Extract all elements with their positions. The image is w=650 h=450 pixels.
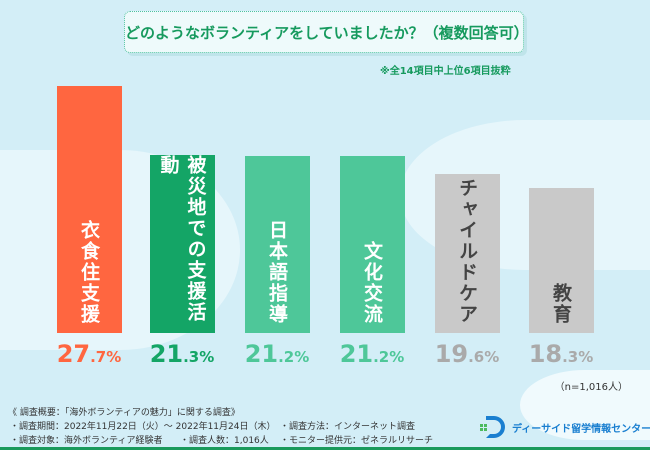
data-label: 21.2% xyxy=(339,340,405,368)
footer-period: ・調査期間：2022年11月22日（火）～ 2022年11月24日（木） xyxy=(10,422,276,432)
data-label: 18.3% xyxy=(528,340,594,368)
data-label: 21.2% xyxy=(244,340,310,368)
bottom-border xyxy=(0,447,650,450)
bar-3: 日本語指導 xyxy=(245,156,310,333)
bar-5: チャイルドケア xyxy=(435,173,500,333)
title-text: どのようなボランティアをしていましたか？（複数回答可） xyxy=(125,23,529,42)
footer-count: ・調査人数：1,016人 xyxy=(180,436,269,446)
footer-method: ・調査方法：インターネット調査 xyxy=(280,422,416,432)
logo-icon xyxy=(480,416,505,438)
bar-6: 教育 xyxy=(529,188,594,333)
bar-label: 教育 xyxy=(550,283,572,325)
background-cloud xyxy=(520,370,650,440)
data-label: 27.7% xyxy=(56,340,122,368)
chart-note: ※全14項目中上位6項目抜粋 xyxy=(380,66,511,77)
chart-title: どのようなボランティアをしていましたか？（複数回答可） xyxy=(124,11,529,53)
footer-provider: ・モニター提供元：ゼネラルリサーチ xyxy=(280,436,434,446)
logo: ディーサイド留学情報センター xyxy=(478,414,650,440)
logo-text: ディーサイド留学情報センター xyxy=(512,423,650,435)
bar-label: 日本語指導 xyxy=(266,220,288,325)
bar-4: 文化交流 xyxy=(340,156,405,333)
data-label: 21.3% xyxy=(149,340,215,368)
bar-label: 衣食住支援 xyxy=(78,220,100,325)
bar-1: 衣食住支援 xyxy=(57,85,122,333)
data-label: 19.6% xyxy=(434,340,500,368)
footer-heading: 《 調査概要：「海外ボランティアの魅力」に関する調査》 xyxy=(8,408,240,418)
bar-label: 文化交流 xyxy=(361,241,383,325)
sample-size: （n=1,016人） xyxy=(554,382,628,393)
bar-2: 被災地での支援活動 xyxy=(150,155,215,333)
bar-label: チャイルドケア xyxy=(456,178,478,325)
footer-target: ・調査対象：海外ボランティア経験者 xyxy=(10,436,163,446)
bar-label: 被災地での支援活動 xyxy=(157,155,207,324)
